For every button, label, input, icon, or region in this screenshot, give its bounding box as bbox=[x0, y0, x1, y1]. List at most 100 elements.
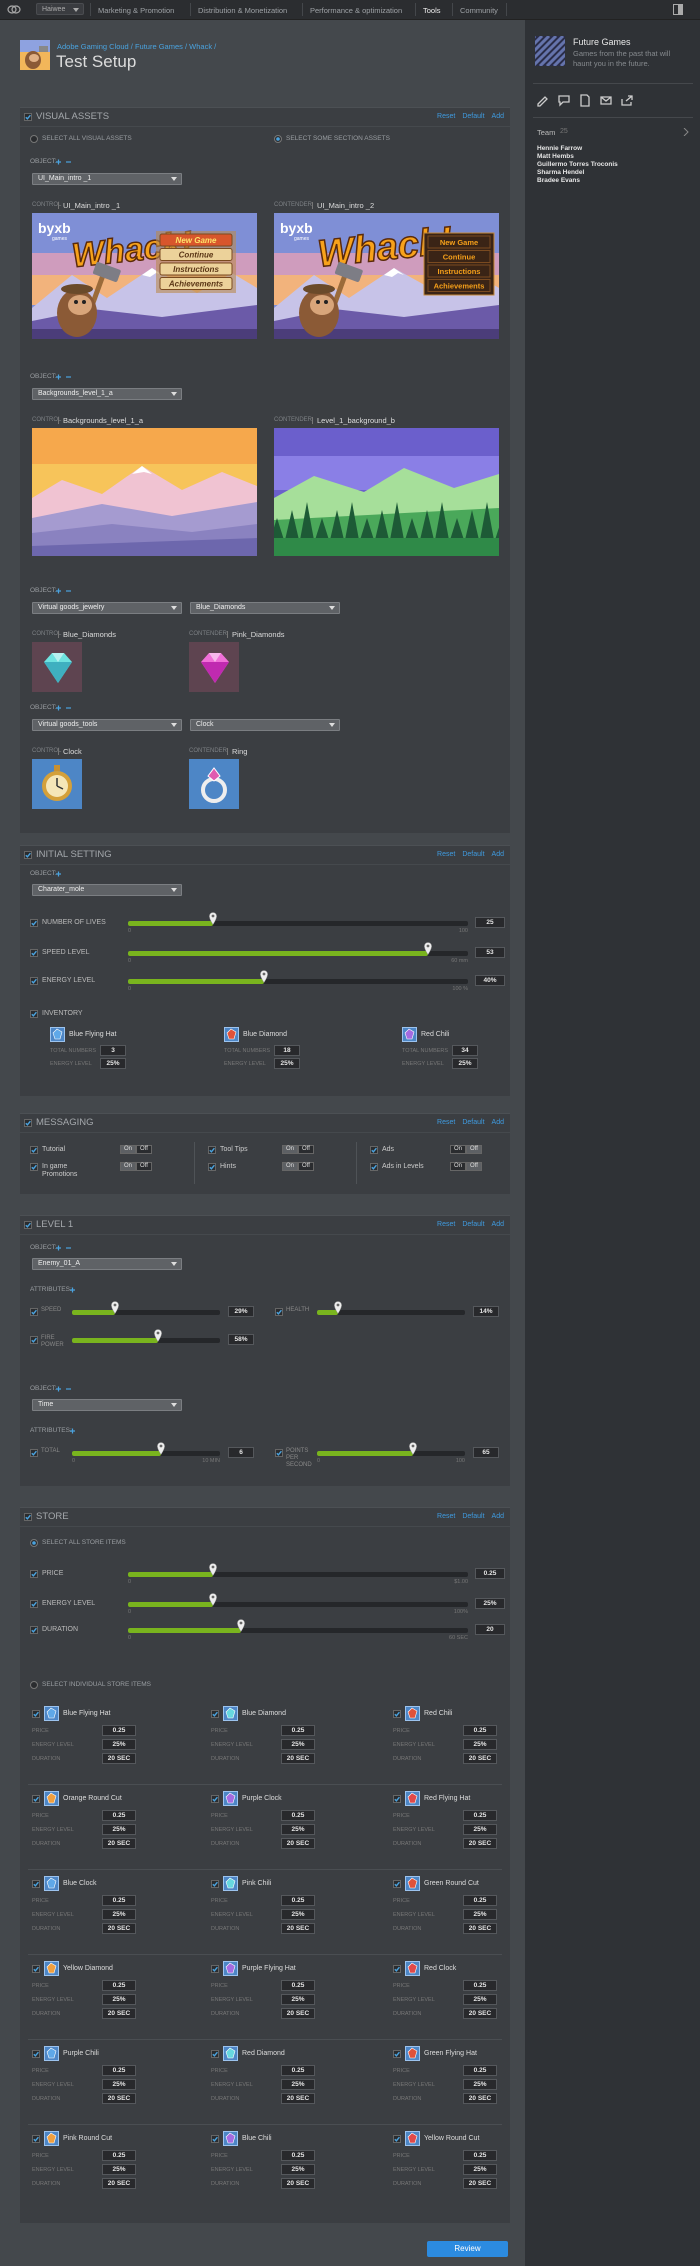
checkbox[interactable] bbox=[30, 1010, 38, 1018]
value-box[interactable]: 0.25 bbox=[463, 2065, 497, 2076]
checkbox[interactable] bbox=[32, 1880, 40, 1888]
slider-handle[interactable] bbox=[409, 1442, 418, 1455]
section-action[interactable]: Add bbox=[491, 1513, 504, 1520]
value-box[interactable]: 0.25 bbox=[102, 1980, 136, 1991]
dropdown[interactable]: Clock bbox=[190, 719, 340, 731]
nav-item[interactable]: Performance & optimization bbox=[310, 6, 403, 15]
value-box[interactable]: 25% bbox=[281, 1909, 315, 1920]
toggle-off[interactable]: Off bbox=[298, 1145, 314, 1154]
value-box[interactable]: 0.25 bbox=[463, 1725, 497, 1736]
value-box[interactable]: 20 bbox=[475, 1624, 505, 1635]
checkbox[interactable] bbox=[24, 1119, 32, 1127]
checkbox[interactable] bbox=[211, 2135, 219, 2143]
dropdown[interactable]: Virtual goods_jewelry bbox=[32, 602, 182, 614]
value-box[interactable]: 0.25 bbox=[475, 1568, 505, 1579]
value-box[interactable]: 0.25 bbox=[281, 2065, 315, 2076]
value-box[interactable]: 20 SEC bbox=[463, 1838, 497, 1849]
value-box[interactable]: 0.25 bbox=[463, 1810, 497, 1821]
slider-handle[interactable] bbox=[153, 1329, 162, 1342]
value-box[interactable]: 6 bbox=[228, 1447, 254, 1458]
toggle-off[interactable]: Off bbox=[466, 1162, 482, 1171]
value-box[interactable]: 20 SEC bbox=[463, 2178, 497, 2189]
checkbox[interactable] bbox=[24, 113, 32, 121]
section-action[interactable]: Reset bbox=[437, 1119, 456, 1126]
value-box[interactable]: 18 bbox=[274, 1045, 300, 1056]
slider-handle[interactable] bbox=[424, 942, 433, 955]
section-action[interactable]: Add bbox=[491, 851, 504, 858]
value-box[interactable]: 0.25 bbox=[463, 1895, 497, 1906]
value-box[interactable]: 20 SEC bbox=[102, 1753, 136, 1764]
action-icon[interactable] bbox=[537, 94, 549, 107]
section-action[interactable]: Reset bbox=[437, 1221, 456, 1228]
checkbox[interactable] bbox=[211, 2050, 219, 2058]
section-action[interactable]: Default bbox=[462, 1221, 485, 1228]
value-box[interactable]: 25 bbox=[475, 917, 505, 928]
checkbox[interactable] bbox=[393, 1965, 401, 1973]
checkbox[interactable] bbox=[32, 2135, 40, 2143]
action-icon[interactable] bbox=[600, 94, 612, 107]
value-box[interactable]: 20 SEC bbox=[102, 1923, 136, 1934]
nav-item[interactable]: Community bbox=[460, 6, 498, 15]
value-box[interactable]: 25% bbox=[463, 1824, 497, 1835]
checkbox[interactable] bbox=[275, 1308, 283, 1316]
review-button[interactable]: Review bbox=[427, 2241, 508, 2257]
value-box[interactable]: 25% bbox=[281, 2079, 315, 2090]
nav-item[interactable]: Distribution & Monetization bbox=[198, 6, 288, 15]
checkbox[interactable] bbox=[30, 1336, 38, 1344]
nav-item[interactable]: Tools bbox=[423, 6, 441, 15]
value-box[interactable]: 0.25 bbox=[463, 2150, 497, 2161]
checkbox[interactable] bbox=[30, 1570, 38, 1578]
value-box[interactable]: 20 SEC bbox=[102, 2008, 136, 2019]
section-action[interactable]: Default bbox=[462, 1513, 485, 1520]
dropdown[interactable]: UI_Main_intro _1 bbox=[32, 173, 182, 185]
section-action[interactable]: Reset bbox=[437, 113, 456, 120]
value-box[interactable]: 25% bbox=[281, 1994, 315, 2005]
section-action[interactable]: Reset bbox=[437, 1513, 456, 1520]
dropdown[interactable]: Charater_mole bbox=[32, 884, 182, 896]
add-remove-icons[interactable] bbox=[56, 705, 72, 711]
checkbox[interactable] bbox=[30, 1449, 38, 1457]
value-box[interactable]: 25% bbox=[452, 1058, 478, 1069]
value-box[interactable]: 0.25 bbox=[102, 1725, 136, 1736]
slider-handle[interactable] bbox=[209, 912, 217, 925]
value-box[interactable]: 14% bbox=[473, 1306, 499, 1317]
value-box[interactable]: 0.25 bbox=[463, 1980, 497, 1991]
value-box[interactable]: 0.25 bbox=[102, 1895, 136, 1906]
section-action[interactable]: Add bbox=[491, 1221, 504, 1228]
slider-handle[interactable] bbox=[156, 1442, 165, 1455]
checkbox[interactable] bbox=[393, 2135, 401, 2143]
slider-handle[interactable] bbox=[111, 1301, 119, 1314]
value-box[interactable]: 20 SEC bbox=[463, 1753, 497, 1764]
value-box[interactable]: 25% bbox=[463, 1909, 497, 1920]
value-box[interactable]: 25% bbox=[102, 1824, 136, 1835]
checkbox[interactable] bbox=[30, 1146, 38, 1154]
checkbox[interactable] bbox=[393, 2050, 401, 2058]
checkbox[interactable] bbox=[24, 851, 32, 859]
action-icon[interactable] bbox=[621, 94, 633, 107]
home-icon[interactable] bbox=[7, 5, 21, 14]
checkbox[interactable] bbox=[30, 949, 38, 957]
value-box[interactable]: 20 SEC bbox=[281, 2178, 315, 2189]
checkbox[interactable] bbox=[211, 1710, 219, 1718]
value-box[interactable]: 25% bbox=[463, 2164, 497, 2175]
checkbox[interactable] bbox=[208, 1163, 216, 1171]
checkbox[interactable] bbox=[208, 1146, 216, 1154]
checkbox[interactable] bbox=[30, 1308, 38, 1316]
checkbox[interactable] bbox=[275, 1449, 283, 1457]
checkbox[interactable] bbox=[370, 1146, 378, 1154]
add-remove-icons[interactable] bbox=[56, 1386, 72, 1392]
toggle-on[interactable]: On bbox=[450, 1145, 466, 1154]
value-box[interactable]: 20 SEC bbox=[281, 1753, 315, 1764]
toggle-off[interactable]: Off bbox=[466, 1145, 482, 1154]
dropdown[interactable]: Virtual goods_tools bbox=[32, 719, 182, 731]
checkbox[interactable] bbox=[32, 1795, 40, 1803]
value-box[interactable]: 20 SEC bbox=[102, 1838, 136, 1849]
nav-item[interactable]: Marketing & Promotion bbox=[98, 6, 175, 15]
add-remove-icons[interactable] bbox=[70, 1287, 86, 1293]
add-remove-icons[interactable] bbox=[56, 374, 72, 380]
value-box[interactable]: 20 SEC bbox=[463, 2093, 497, 2104]
value-box[interactable]: 20 SEC bbox=[463, 2008, 497, 2019]
toggle-off[interactable]: Off bbox=[136, 1162, 152, 1171]
panel-toggle-icon[interactable] bbox=[673, 4, 683, 15]
slider-handle[interactable] bbox=[333, 1301, 342, 1314]
